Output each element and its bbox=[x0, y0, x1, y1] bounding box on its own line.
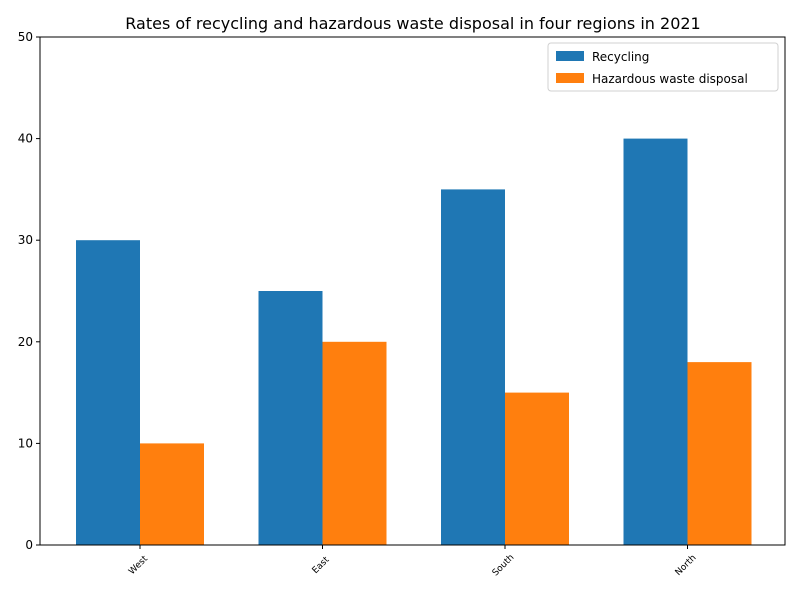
x-tick-label-north: North bbox=[674, 553, 699, 578]
chart-title: Rates of recycling and hazardous waste d… bbox=[125, 14, 700, 33]
legend-label-1: Hazardous waste disposal bbox=[592, 72, 748, 86]
y-tick-label: 10 bbox=[18, 436, 33, 450]
legend-swatch-1 bbox=[556, 73, 584, 83]
bar-hazardous-waste-disposal-north bbox=[687, 362, 752, 545]
y-tick-label: 50 bbox=[18, 30, 33, 44]
y-tick-label: 30 bbox=[18, 233, 33, 247]
x-tick-label-west: West bbox=[127, 554, 150, 577]
bar-recycling-south bbox=[441, 189, 505, 545]
x-tick-label-east: East bbox=[311, 555, 332, 576]
bar-recycling-west bbox=[76, 240, 140, 545]
legend-box bbox=[547, 42, 779, 92]
bar-hazardous-waste-disposal-east bbox=[322, 341, 387, 545]
bar-hazardous-waste-disposal-west bbox=[140, 443, 204, 545]
y-tick-label: 40 bbox=[18, 132, 33, 146]
legend-label-0: Recycling bbox=[592, 50, 649, 64]
bar-recycling-east bbox=[258, 291, 323, 545]
legend-swatch-0 bbox=[556, 51, 584, 61]
bar-recycling-north bbox=[623, 138, 688, 545]
bar-hazardous-waste-disposal-south bbox=[505, 392, 569, 545]
legend: Recycling Hazardous waste disposal bbox=[547, 42, 779, 92]
y-tick-label: 20 bbox=[18, 335, 33, 349]
bars-group bbox=[76, 138, 752, 545]
y-tick-label: 0 bbox=[25, 538, 33, 552]
x-tick-label-south: South bbox=[491, 553, 517, 579]
plot-frame bbox=[39, 36, 786, 546]
